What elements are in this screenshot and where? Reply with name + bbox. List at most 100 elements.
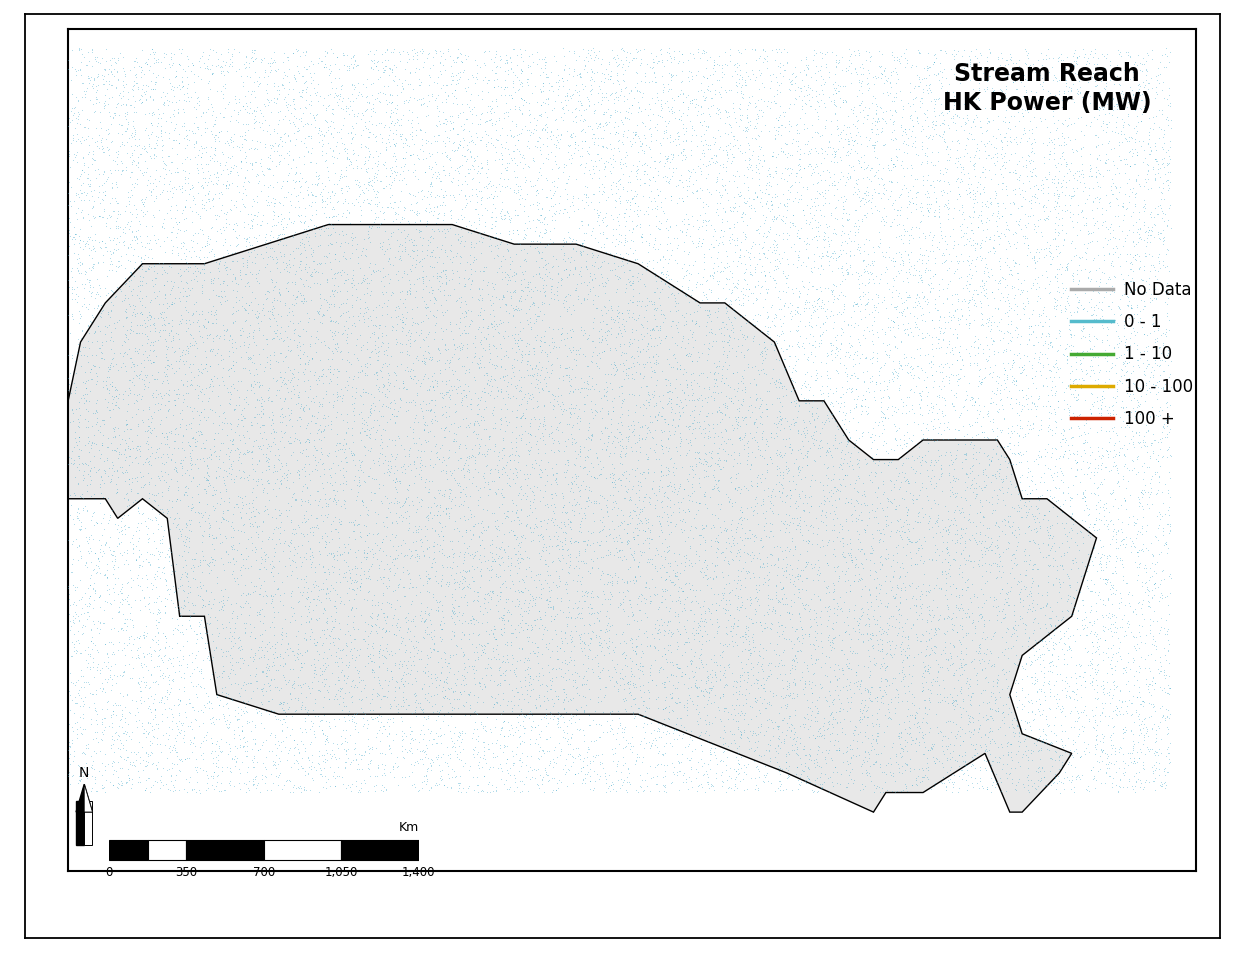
Point — [856, 607, 876, 622]
Point — [795, 582, 815, 597]
Point — [808, 175, 828, 190]
Point — [740, 71, 760, 86]
Point — [742, 727, 762, 743]
Point — [102, 473, 121, 488]
Point — [138, 545, 157, 560]
Point — [316, 495, 336, 510]
Point — [446, 581, 466, 596]
Point — [69, 450, 89, 465]
Point — [818, 301, 838, 317]
Point — [1137, 459, 1157, 475]
Point — [845, 557, 865, 572]
Point — [959, 777, 979, 792]
Point — [134, 589, 154, 604]
Point — [169, 680, 188, 696]
Point — [333, 228, 353, 243]
Point — [1006, 557, 1026, 572]
Point — [564, 492, 584, 507]
Point — [498, 714, 518, 729]
Point — [851, 542, 871, 557]
Point — [954, 117, 974, 132]
Point — [222, 606, 242, 621]
Point — [1084, 281, 1104, 297]
Point — [886, 253, 906, 268]
Point — [890, 358, 909, 373]
Point — [1125, 199, 1145, 214]
Point — [1106, 394, 1126, 410]
Point — [138, 228, 157, 243]
Point — [405, 688, 425, 703]
Point — [103, 395, 123, 411]
Point — [1072, 109, 1092, 124]
Point — [633, 667, 653, 682]
Point — [110, 85, 130, 100]
Point — [704, 385, 724, 400]
Point — [299, 456, 318, 472]
Point — [409, 206, 429, 221]
Point — [1082, 553, 1101, 568]
Point — [1103, 283, 1123, 299]
Point — [829, 570, 849, 586]
Point — [68, 511, 88, 526]
Point — [742, 550, 762, 566]
Point — [960, 418, 980, 434]
Point — [773, 208, 793, 223]
Point — [1094, 390, 1114, 406]
Point — [120, 580, 140, 595]
Point — [882, 132, 902, 147]
Point — [115, 464, 135, 479]
Point — [745, 725, 764, 741]
Point — [676, 172, 696, 188]
Point — [431, 173, 451, 189]
Point — [891, 333, 911, 348]
Point — [781, 487, 800, 502]
Point — [644, 387, 664, 402]
Point — [276, 189, 296, 205]
Point — [908, 543, 928, 558]
Point — [203, 770, 223, 786]
Point — [613, 672, 633, 687]
Point — [587, 300, 607, 316]
Point — [331, 651, 351, 666]
Point — [916, 674, 935, 689]
Point — [430, 672, 450, 687]
Point — [965, 328, 985, 344]
Point — [67, 295, 87, 310]
Point — [114, 606, 134, 621]
Point — [819, 140, 839, 155]
Point — [465, 330, 484, 345]
Point — [201, 615, 221, 631]
Point — [715, 453, 735, 468]
Point — [78, 333, 98, 348]
Point — [191, 574, 211, 590]
Point — [245, 508, 265, 523]
Point — [1119, 462, 1139, 478]
Point — [424, 308, 444, 323]
Point — [805, 141, 825, 156]
Point — [126, 552, 146, 568]
Point — [144, 44, 164, 59]
Point — [529, 567, 549, 582]
Point — [497, 53, 517, 68]
Point — [726, 214, 746, 230]
Point — [374, 295, 394, 310]
Point — [886, 102, 906, 118]
Point — [508, 544, 528, 559]
Point — [673, 225, 693, 240]
Point — [447, 574, 467, 590]
Point — [289, 410, 309, 425]
Point — [282, 708, 302, 723]
Point — [208, 759, 228, 774]
Point — [320, 592, 339, 608]
Point — [980, 742, 1000, 757]
Point — [125, 131, 145, 146]
Point — [985, 749, 1005, 765]
Point — [494, 211, 514, 226]
Point — [1145, 703, 1165, 719]
Point — [694, 755, 714, 770]
Point — [665, 568, 685, 584]
Point — [902, 575, 922, 590]
Point — [1047, 343, 1067, 358]
Point — [116, 776, 136, 791]
Point — [917, 715, 937, 730]
